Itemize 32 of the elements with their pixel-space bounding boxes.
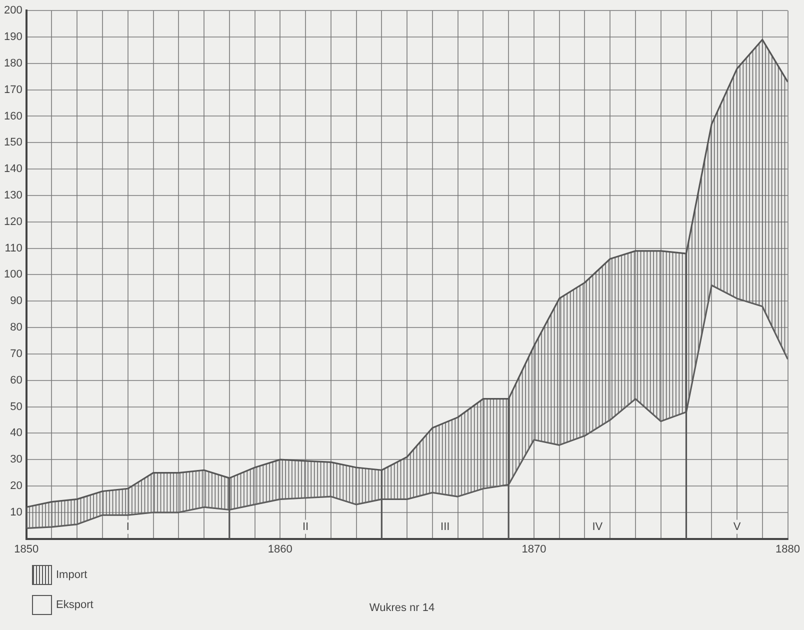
y-tick-label: 20 [10,480,22,492]
legend-label: Import [56,569,88,581]
y-tick-label: 30 [10,454,22,466]
y-tick-label: 110 [4,242,22,254]
x-tick-label: 1870 [522,543,546,556]
y-tick-label: 50 [10,400,22,413]
y-tick-label: 80 [10,322,22,334]
x-tick-label: 1880 [776,543,800,556]
annotation: IV [592,520,604,533]
y-tick-label: 170 [4,84,22,96]
y-tick-label: 40 [10,427,22,440]
y-tick-label: 90 [10,295,22,308]
y-tick-label: 70 [10,348,22,360]
y-tick-label: 10 [10,506,22,518]
y-tick-label: 130 [4,190,22,202]
x-tick-label: 1860 [268,543,292,556]
annotation: I [126,520,130,533]
x-tick-label: 1850 [14,543,39,556]
y-tick-label: 180 [4,57,22,70]
y-tick-label: 200 [4,4,22,17]
y-tick-label: 60 [10,374,22,386]
y-tick-label: 100 [4,268,22,281]
y-tick-label: 140 [4,163,22,176]
annotation: II [302,520,309,533]
y-tick-label: 190 [4,31,22,44]
annotation: III [440,520,450,533]
y-tick-label: 160 [4,110,22,122]
y-tick-label: 120 [4,216,22,228]
y-tick-label: 150 [4,136,22,149]
legend-label: Eksport [56,599,94,611]
text: Wukres nr 14 [369,602,435,614]
annotation: V [733,520,742,533]
